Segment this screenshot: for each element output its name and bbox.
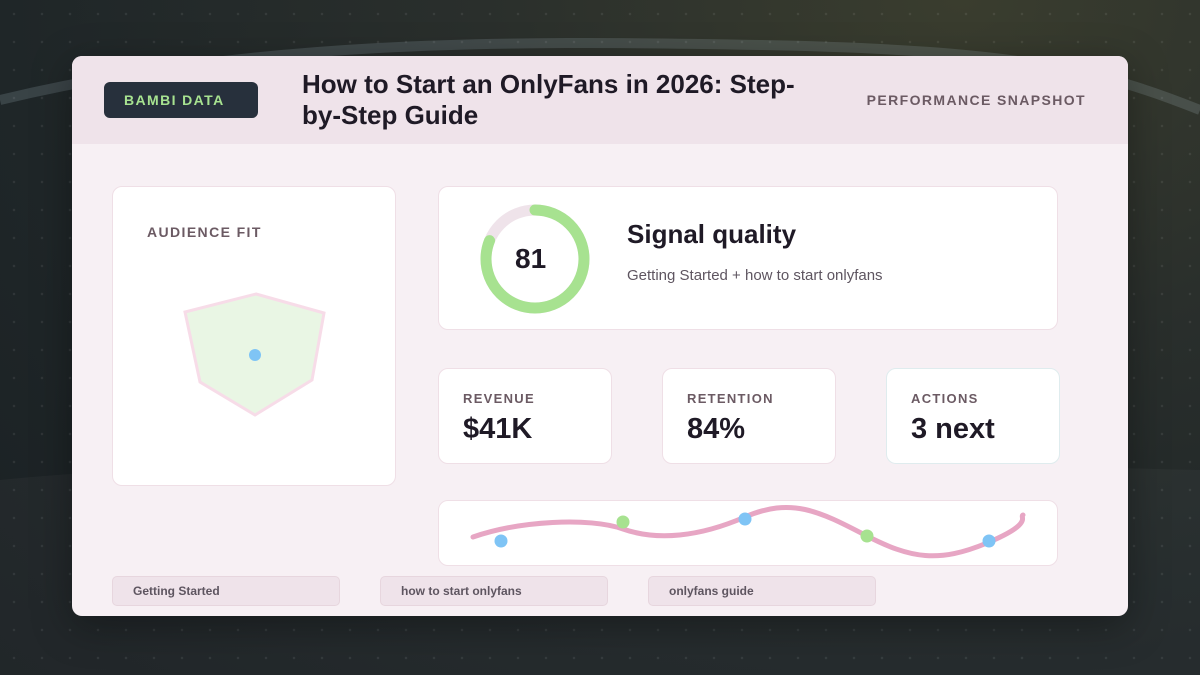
audience-fit-panel: AUDIENCE FIT <box>112 186 396 486</box>
trend-dot <box>616 515 630 529</box>
signal-subtitle: Getting Started + how to start onlyfans <box>627 267 883 284</box>
radar-chart <box>183 292 326 417</box>
metric-value: 84% <box>687 413 746 445</box>
card-header: BAMBI DATA How to Start an OnlyFans in 2… <box>72 56 1128 144</box>
tag-onlyfans-guide[interactable]: onlyfans guide <box>648 576 876 606</box>
signal-title: Signal quality <box>627 219 797 249</box>
snapshot-card: BAMBI DATA How to Start an OnlyFans in 2… <box>72 56 1128 616</box>
audience-fit-label: AUDIENCE FIT <box>147 224 262 240</box>
signal-gauge <box>480 204 590 314</box>
snapshot-label: PERFORMANCE SNAPSHOT <box>866 92 1086 108</box>
signal-quality-panel: 81 Signal quality Getting Started + how … <box>438 186 1058 330</box>
tag-getting-started[interactable]: Getting Started <box>112 576 340 606</box>
tag-label: how to start onlyfans <box>401 584 522 598</box>
radar-center-dot <box>249 349 261 361</box>
trend-dot <box>738 512 752 526</box>
metric-value: $41K <box>463 413 533 445</box>
metric-card-actions: ACTIONS 3 next <box>886 368 1060 464</box>
brand-badge[interactable]: BAMBI DATA <box>104 82 258 118</box>
trend-dot <box>982 534 996 548</box>
page-title: How to Start an OnlyFans in 2026: Step-b… <box>302 69 795 130</box>
trend-dot <box>860 529 874 543</box>
metric-label: RETENTION <box>687 391 774 406</box>
trend-sparkline <box>470 504 1026 559</box>
tag-label: onlyfans guide <box>669 584 754 598</box>
trend-dot <box>494 534 508 548</box>
metric-card-revenue: REVENUE $41K <box>438 368 612 464</box>
tag-how-to-start-onlyfans[interactable]: how to start onlyfans <box>380 576 608 606</box>
brand-label: BAMBI DATA <box>124 92 225 108</box>
metric-value: 3 next <box>911 413 995 445</box>
gauge-arc <box>480 204 590 314</box>
metric-label: REVENUE <box>463 391 535 406</box>
signal-score: 81 <box>515 243 547 274</box>
metric-card-retention: RETENTION 84% <box>662 368 836 464</box>
tag-label: Getting Started <box>133 584 220 598</box>
trend-panel <box>438 500 1058 566</box>
metric-label: ACTIONS <box>911 391 979 406</box>
